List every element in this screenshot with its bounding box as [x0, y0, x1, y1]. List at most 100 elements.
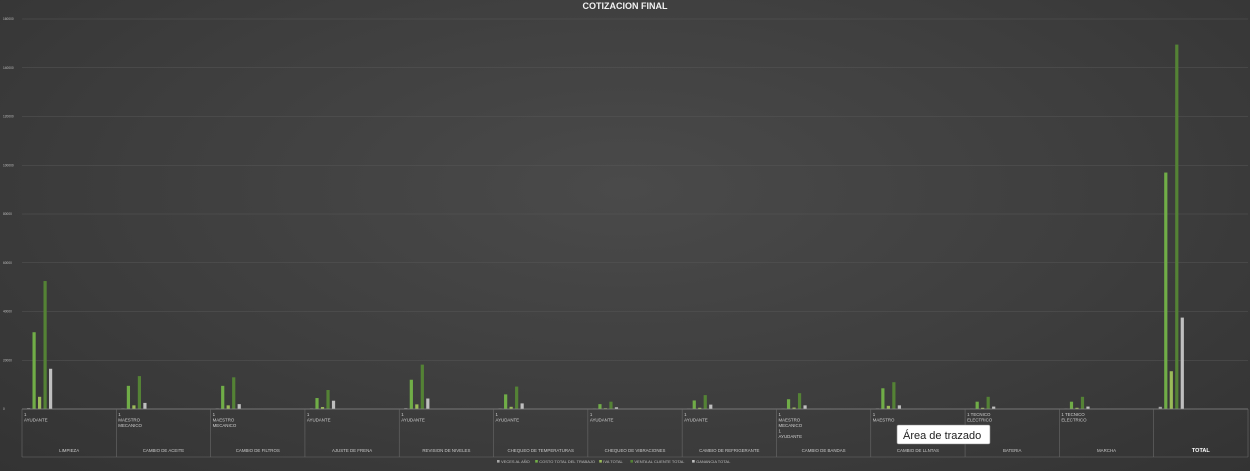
category-label: REVISION DE NIVELES: [422, 448, 470, 453]
legend-swatch: [599, 460, 602, 463]
category-sublabel: MAESTRO: [778, 418, 800, 423]
bar-costo-total-del-trabajo: [786, 399, 791, 409]
bar-ganancia-total: [803, 405, 807, 409]
category-label: CAMBIO DE LLNTAS: [897, 448, 939, 453]
bar-costo-total-del-trabajo: [32, 332, 36, 409]
category-sublabel: 1: [778, 412, 781, 417]
bar-iva-total: [698, 407, 702, 409]
category-label: MARCHA: [1097, 448, 1116, 453]
legend: VECES AL AÑO COSTO TOTAL DEL TRABAJO IVA T…: [497, 459, 731, 464]
category-sublabel: MAESTRO: [873, 418, 895, 423]
category-label: CHEQUEO DE VIBRACIONES: [605, 448, 666, 453]
bar-venta-al-cliente-total: [43, 281, 47, 409]
bar-ganancia-total: [897, 405, 901, 409]
bar-costo-total-del-trabajo: [504, 394, 508, 409]
bar-ganancia-total: [614, 407, 619, 409]
category-label: CAMBIO DE ACEITE: [143, 448, 185, 453]
category-sublabel: MECANICO: [118, 423, 142, 428]
bar-iva-total: [226, 405, 230, 409]
category-sublabel: MAESTRO: [213, 418, 235, 423]
bar-costo-total-del-trabajo: [692, 400, 696, 409]
category-sublabel: 1 TECNICO: [1061, 412, 1085, 417]
bar-costo-total-del-trabajo: [975, 401, 979, 409]
category-label: CAMBIO DE BANDAS: [802, 448, 846, 453]
category-label-total: TOTAL: [1192, 448, 1210, 454]
category-sublabel: 1: [590, 412, 593, 417]
category-sublabel: ELECTRICO: [967, 418, 993, 423]
category-sublabel: AYUDANTE: [778, 434, 802, 439]
category-sublabel: AYUDANTE: [307, 418, 331, 423]
gridlines: [22, 18, 1248, 361]
y-tick-label: 160000: [3, 17, 14, 21]
category-sublabel: MECANICO: [778, 423, 802, 428]
category-sublabel: MAESTRO: [118, 418, 140, 423]
category-sublabel: 1 TECNICO: [967, 412, 991, 417]
bar-iva-total: [981, 407, 985, 409]
bar-ganancia-total: [49, 368, 53, 409]
bar-ganancia-total: [237, 404, 241, 409]
category-sublabel: 1: [118, 412, 121, 417]
bar-iva-total: [792, 407, 796, 409]
bar-costo-total-del-trabajo: [409, 379, 413, 409]
category-sublabel: AYUDANTE: [590, 418, 614, 423]
bar-costo-total-del-trabajo: [1069, 401, 1074, 409]
bar-ganancia-total: [1180, 317, 1184, 409]
legend-swatch: [497, 460, 500, 463]
bar-costo-total-del-trabajo: [221, 385, 225, 409]
bar-venta-al-cliente-total: [232, 377, 236, 409]
bar-ganancia-total: [520, 403, 524, 409]
category-label: BATERIA: [1003, 448, 1022, 453]
y-tick-label: 60000: [3, 261, 12, 265]
bar-ganancia-total: [331, 400, 336, 409]
bar-ganancia-total: [709, 404, 713, 409]
bar-venta-al-cliente-total: [892, 382, 896, 409]
bar-iva-total: [38, 396, 42, 409]
category-sublabel: 1: [778, 429, 781, 434]
bar-iva-total: [509, 406, 513, 409]
legend-label: IVA TOTAL: [603, 459, 623, 464]
y-tick-label: 120000: [3, 115, 14, 119]
bars: [27, 44, 1184, 409]
y-axis: 0 20000 40000 60000 80000 100000 120000 140000 1…: [3, 17, 14, 411]
bar-venta-al-cliente-total: [326, 389, 330, 409]
legend-swatch: [535, 460, 538, 463]
bar-venta-al-cliente-total: [797, 393, 802, 409]
bar-ganancia-total: [1086, 406, 1090, 409]
category-sublabel: AYUDANTE: [401, 418, 425, 423]
category-sublabel: 1: [401, 412, 404, 417]
plot-area-tooltip: Área de trazado: [896, 424, 991, 445]
bar-ganancia-total: [143, 402, 147, 409]
bar-iva-total: [886, 405, 890, 409]
category-sublabel: 1: [213, 412, 216, 417]
y-tick-label: 140000: [3, 66, 14, 70]
bar-iva-total: [1075, 407, 1079, 409]
bar-venta-al-cliente-total: [609, 401, 613, 409]
bar-iva-total: [415, 404, 419, 409]
category-sublabel: AYUDANTE: [496, 418, 520, 423]
bar-veces-al-a-o: [1158, 406, 1162, 409]
tooltip-text: Área de trazado: [903, 429, 981, 442]
bar-venta-al-cliente-total: [986, 396, 990, 409]
bar-venta-al-cliente-total: [515, 386, 519, 409]
category-sublabel: ELECTRICO: [1061, 418, 1087, 423]
category-sublabel: 1: [496, 412, 499, 417]
bar-venta-al-cliente-total: [703, 395, 707, 409]
y-tick-label: 40000: [3, 310, 12, 314]
legend-swatch: [692, 460, 695, 463]
x-axis: 1AYUDANTELIMPIEZA1MAESTROMECANICOCAMBIO …: [21, 408, 1249, 458]
legend-label: VECES AL AÑO: [501, 459, 530, 464]
category-sublabel: 1: [684, 412, 687, 417]
bar-costo-total-del-trabajo: [315, 398, 319, 409]
bar-ganancia-total: [426, 398, 430, 409]
category-sublabel: 1: [873, 412, 876, 417]
y-tick-label: 0: [3, 407, 5, 411]
bar-venta-al-cliente-total: [1080, 396, 1085, 409]
bar-iva-total: [320, 407, 325, 409]
bar-costo-total-del-trabajo: [126, 385, 131, 409]
bar-costo-total-del-trabajo: [598, 404, 602, 409]
category-label: LIMPIEZA: [59, 448, 79, 453]
bar-iva-total: [1169, 371, 1173, 409]
bar-venta-al-cliente-total: [420, 364, 424, 409]
chart-title: COTIZACION FINAL: [583, 1, 668, 11]
